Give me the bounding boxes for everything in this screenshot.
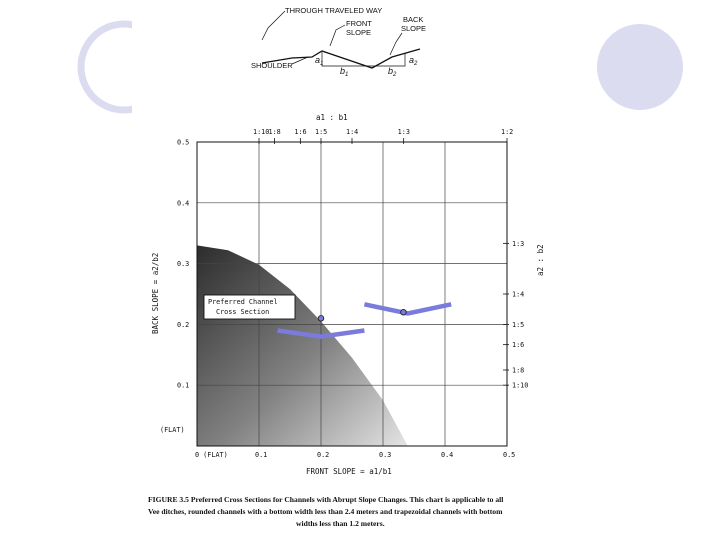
- top-tick-label: 1:8: [269, 128, 281, 136]
- right-decor-circle: [597, 24, 683, 110]
- y-axis-ticks: 0.1 0.2 0.3 0.4 0.5: [177, 139, 189, 390]
- chart-grid: [197, 142, 507, 446]
- right-tick-label: 1:5: [512, 321, 524, 329]
- label-front-slope-1: FRONT: [346, 19, 372, 28]
- label-a1: a1: [315, 55, 323, 67]
- label-back-slope-1: BACK: [403, 15, 423, 24]
- diagram-leader-back-slope: [389, 32, 403, 56]
- x-tick-label: 0.2: [317, 451, 329, 459]
- label-a1-sub: 1: [320, 61, 323, 67]
- v-marker: [277, 328, 365, 339]
- right-tick-label: 1:3: [512, 240, 524, 248]
- label-b1: b1: [340, 66, 348, 78]
- right-tick-label: 1:8: [512, 367, 524, 375]
- annotation-line-2: Cross Section: [216, 308, 269, 316]
- top-tick-label: 1:4: [346, 128, 358, 136]
- diagram-ground-line: [261, 48, 421, 69]
- y-tick-label: 0.1: [177, 382, 189, 390]
- caption-line-2: Vee ditches, rounded channels with a bot…: [148, 507, 503, 516]
- y-tick-label: 0.3: [177, 260, 189, 268]
- caption-line-3: widths less than 1.2 meters.: [296, 519, 385, 528]
- label-back-slope-2: SLOPE: [401, 24, 426, 33]
- right-tick-label: 1:4: [512, 291, 524, 299]
- x-tick-label: 0.3: [379, 451, 391, 459]
- label-b1-sub: 1: [345, 72, 348, 78]
- y-flat-label: (FLAT): [160, 426, 185, 434]
- y-tick-label: 0.5: [177, 139, 189, 147]
- v-marker: [363, 302, 452, 316]
- right-axis-label: a2 : b2: [536, 244, 545, 276]
- diagram-front-slope-dims: [321, 52, 372, 67]
- x-tick-label: 0.1: [255, 451, 267, 459]
- x-tick-label: 0 (FLAT): [195, 451, 228, 459]
- label-a2-sub: 2: [413, 61, 418, 67]
- label-a2: a2: [409, 55, 418, 67]
- top-tick-label: 1:3: [398, 128, 410, 136]
- label-shoulder: SHOULDER: [251, 61, 293, 70]
- label-b2-sub: 2: [392, 72, 397, 78]
- label-b2: b2: [388, 66, 397, 78]
- right-tick-label: 1:10: [512, 382, 528, 390]
- annotation-box: [203, 294, 296, 320]
- figure-caption: FIGURE 3.5 Preferred Cross Sections for …: [148, 495, 503, 528]
- diagram-leader-shoulder: [291, 56, 309, 65]
- caption-line-1: FIGURE 3.5 Preferred Cross Sections for …: [148, 495, 503, 504]
- annotation-line-1: Preferred Channel: [208, 298, 278, 306]
- top-tick-label: 1:5: [315, 128, 327, 136]
- label-front-slope-2: SLOPE: [346, 28, 371, 37]
- x-axis-ticks: 0 (FLAT) 0.1 0.2 0.3 0.4 0.5: [195, 451, 515, 459]
- y-axis-label: BACK SLOPE = a2/b2: [151, 253, 160, 334]
- v-markers: [277, 302, 452, 339]
- top-tick-label: 1:10: [253, 128, 269, 136]
- label-through-traveled-way: THROUGH TRAVELED WAY: [285, 6, 382, 15]
- preferred-annotation: Preferred Channel Cross Section: [203, 294, 296, 320]
- diagram-leader-front-slope: [329, 24, 346, 47]
- y-tick-label: 0.4: [177, 199, 189, 207]
- y-tick-label: 0.2: [177, 321, 189, 329]
- top-tick-label: 1:6: [294, 128, 306, 136]
- diagram-back-slope-dims: [372, 53, 406, 67]
- cross-section-diagram: THROUGH TRAVELED WAY FRONT SLOPE BACK SL…: [251, 6, 426, 78]
- diagram-leader-traveled-way: [261, 10, 286, 41]
- top-axis-label: a1 : b1: [316, 113, 348, 122]
- right-tick-label: 1:6: [512, 341, 524, 349]
- x-tick-label: 0.5: [503, 451, 515, 459]
- data-point: [400, 308, 407, 316]
- data-points: [317, 308, 407, 322]
- slope-chart: 0 (FLAT) 0.1 0.2 0.3 0.4 0.5 0.10.20.30.40.5 …: [151, 113, 545, 476]
- x-axis-label: FRONT SLOPE = a1/b1: [306, 467, 392, 476]
- top-tick-label: 1:2: [501, 128, 513, 136]
- right-axis-ticks: 1:3 1:4 1:5 1:6 1:8 1:10: [503, 240, 528, 390]
- x-tick-label: 0.4: [441, 451, 453, 459]
- top-axis-ticks: 1:10 1:8 1:6 1:5 1:4 1:3 1:2: [253, 128, 513, 144]
- data-point: [317, 315, 325, 322]
